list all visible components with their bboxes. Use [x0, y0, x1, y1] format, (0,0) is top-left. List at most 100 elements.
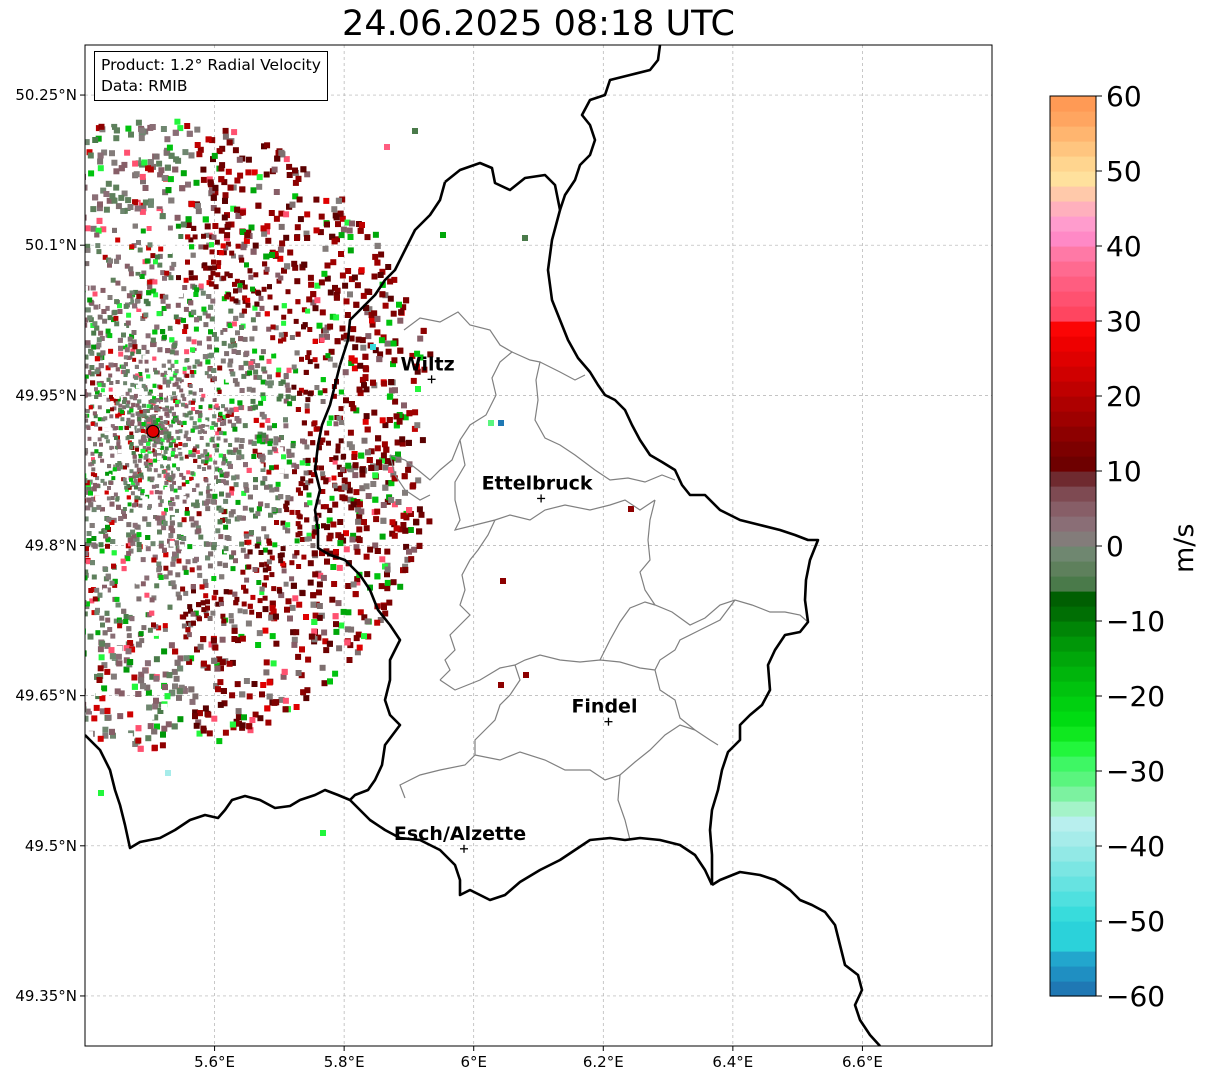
velocity-echo-pixel [294, 224, 301, 231]
velocity-echo-pixel [348, 360, 355, 366]
velocity-echo-pixel [256, 630, 263, 637]
velocity-echo-pixel [194, 287, 200, 293]
velocity-echo-pixel [262, 627, 269, 634]
velocity-echo-pixel [154, 723, 160, 730]
velocity-echo-pixel [364, 426, 371, 433]
velocity-echo-pixel [305, 308, 311, 314]
velocity-echo-pixel [126, 435, 131, 439]
velocity-echo-pixel [22, 414, 27, 419]
velocity-echo-pixel [270, 324, 276, 330]
velocity-echo-pixel [380, 517, 387, 524]
velocity-echo-pixel [192, 488, 197, 492]
velocity-echo-pixel [313, 227, 320, 234]
velocity-echo-pixel [205, 456, 210, 461]
velocity-echo-pixel [246, 386, 252, 392]
velocity-echo-pixel [271, 353, 277, 359]
velocity-echo-pixel [321, 629, 328, 636]
velocity-echo-pixel [147, 284, 153, 290]
velocity-echo-pixel [212, 189, 219, 196]
velocity-echo-pixel [17, 565, 22, 570]
velocity-echo-pixel [152, 554, 158, 560]
velocity-echo-pixel [167, 249, 173, 254]
velocity-echo-pixel [50, 605, 55, 610]
velocity-echo-pixel [59, 279, 64, 284]
velocity-echo-pixel [221, 700, 228, 707]
velocity-echo-pixel [386, 393, 393, 400]
velocity-echo-pixel [4, 187, 10, 193]
velocity-echo-pixel [305, 397, 311, 403]
velocity-echo-pixel [100, 287, 106, 293]
velocity-echo-pixel [28, 622, 34, 628]
velocity-echo-pixel [268, 380, 274, 386]
velocity-echo-pixel [228, 308, 234, 314]
velocity-echo-pixel [209, 137, 216, 144]
velocity-echo-pixel [14, 415, 19, 420]
velocity-echo-pixel [348, 335, 355, 342]
velocity-echo-pixel [320, 574, 327, 581]
velocity-echo-pixel [323, 197, 330, 204]
velocity-echo-pixel [112, 467, 117, 472]
velocity-echo-pixel [91, 715, 98, 722]
velocity-echo-pixel [347, 429, 354, 436]
velocity-echo-pixel [277, 246, 284, 253]
velocity-echo-pixel [138, 135, 145, 142]
velocity-echo-pixel [2, 296, 8, 302]
velocity-echo-pixel [85, 408, 87, 413]
velocity-echo-pixel [221, 404, 225, 409]
velocity-echo-pixel [103, 567, 109, 572]
velocity-echo-pixel [11, 619, 17, 625]
velocity-echo-pixel [244, 510, 250, 516]
velocity-echo-pixel [51, 205, 57, 211]
velocity-echo-pixel [45, 360, 50, 365]
velocity-echo-pixel [88, 588, 94, 593]
velocity-echo-pixel [238, 443, 244, 449]
velocity-echo-pixel [233, 600, 239, 606]
velocity-echo-pixel [142, 667, 149, 674]
velocity-echo-pixel [250, 594, 256, 600]
velocity-echo-pixel [220, 422, 224, 426]
velocity-echo-pixel [320, 489, 326, 494]
velocity-echo-pixel [121, 286, 127, 292]
velocity-echo-pixel [379, 556, 386, 563]
velocity-echo-pixel [170, 451, 175, 456]
velocity-echo-pixel [135, 481, 140, 486]
velocity-echo-pixel [79, 498, 84, 503]
velocity-echo-pixel [227, 589, 233, 595]
velocity-echo-pixel [170, 396, 175, 401]
velocity-echo-pixel [294, 235, 300, 241]
velocity-echo-pixel [98, 330, 104, 336]
velocity-echo-pixel [221, 214, 228, 221]
velocity-echo-pixel [71, 266, 76, 271]
velocity-echo-pixel [61, 323, 66, 328]
velocity-echo-pixel [173, 417, 178, 422]
velocity-echo-pixel [287, 615, 293, 622]
velocity-echo-pixel [312, 612, 319, 619]
velocity-echo-pixel [320, 471, 326, 477]
velocity-echo-pixel [280, 546, 286, 552]
velocity-echo-pixel [17, 497, 22, 502]
velocity-echo-pixel [53, 567, 58, 572]
velocity-echo-pixel [191, 407, 196, 411]
velocity-echo-pixel [241, 515, 246, 521]
velocity-echo-pixel [25, 276, 31, 282]
velocity-echo-pixel [364, 571, 371, 578]
velocity-echo-pixel [380, 452, 387, 459]
velocity-echo-pixel [178, 442, 183, 446]
velocity-echo-pixel [318, 440, 324, 445]
velocity-echo-pixel [125, 320, 131, 326]
velocity-echo-pixel [147, 627, 153, 633]
velocity-echo-pixel [176, 467, 180, 472]
velocity-echo-pixel [210, 205, 217, 211]
velocity-echo-pixel [200, 397, 205, 402]
velocity-echo-pixel [144, 415, 149, 420]
velocity-echo-pixel [218, 507, 224, 513]
velocity-echo-pixel [360, 344, 367, 351]
velocity-echo-pixel [114, 445, 119, 450]
velocity-echo-pixel [292, 193, 299, 200]
velocity-echo-pixel [198, 534, 204, 540]
velocity-echo-pixel [71, 266, 76, 271]
velocity-echo-pixel [164, 507, 168, 512]
velocity-echo-pixel [200, 600, 206, 606]
velocity-echo-pixel [182, 397, 187, 402]
velocity-echo-pixel [23, 173, 29, 179]
